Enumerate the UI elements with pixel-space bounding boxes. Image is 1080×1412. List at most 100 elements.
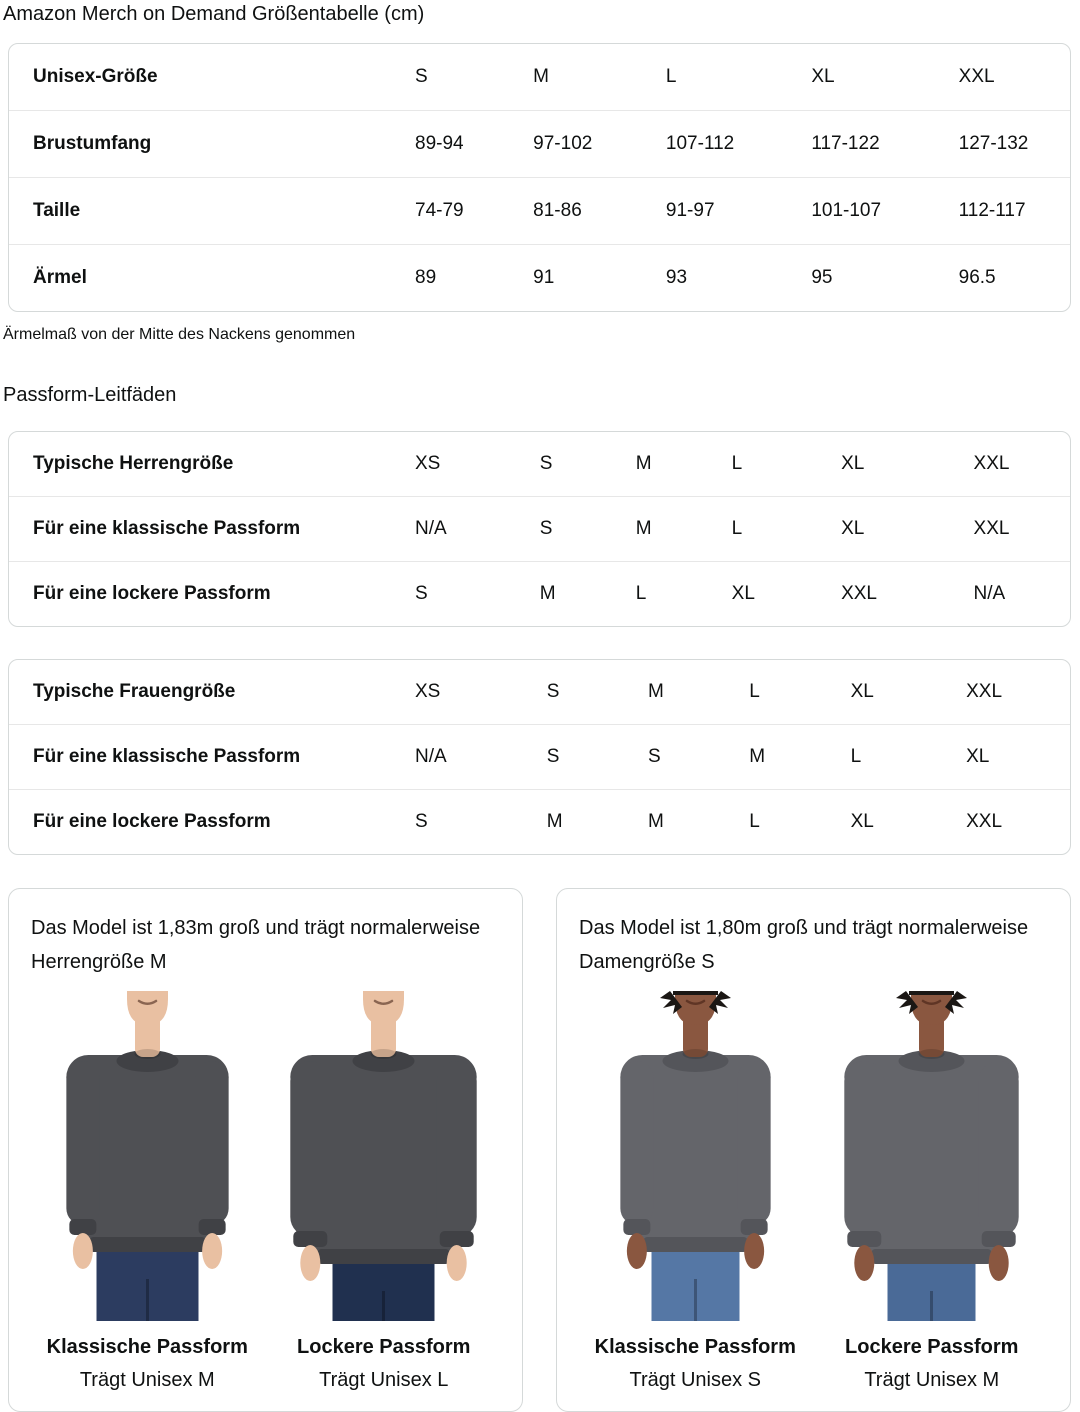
cell-value: 81-86 — [497, 177, 630, 244]
size-col-header: S — [415, 66, 428, 87]
cell-value: N/A — [937, 561, 1070, 626]
fit-caption: Klassische Passform — [46, 1336, 248, 1358]
row-label-classic-fit: Für eine klassische Passform — [9, 496, 379, 561]
row-label-classic-fit: Für eine klassische Passform — [9, 724, 379, 789]
cell-value: XL — [805, 496, 938, 561]
size-col-header: XS — [415, 453, 441, 474]
cell-value: 107-112 — [629, 110, 776, 177]
table-row: Taille 74-79 81-86 91-97 101-107 112-117 — [9, 177, 1070, 244]
cell-value: 74-79 — [379, 177, 498, 244]
cell-value: S — [503, 496, 600, 561]
size-col-header: XXL — [958, 66, 995, 87]
figure-classic-fit: Klassische Passform Trägt Unisex M — [29, 991, 266, 1393]
table-row: Ärmel 89 91 93 95 96.5 — [9, 244, 1070, 311]
cell-value: XL — [930, 724, 1070, 789]
men-table-header-label: Typische Herrengröße — [33, 453, 234, 474]
cell-value: M — [612, 789, 714, 854]
cell-value: 93 — [629, 244, 776, 311]
model-cards-row: Das Model ist 1,83m groß und trägt norma… — [8, 888, 1071, 1412]
size-col-header: S — [546, 681, 560, 702]
cell-value: XXL — [805, 561, 938, 626]
wears-caption: Trägt Unisex L — [319, 1369, 449, 1391]
cell-value: S — [612, 724, 714, 789]
model-photo-female-loose — [824, 991, 1040, 1321]
cell-value: N/A — [379, 724, 511, 789]
size-col-header: L — [731, 453, 743, 474]
size-col-header: XXL — [966, 681, 1003, 702]
size-col-header: M — [533, 66, 549, 87]
women-table-header-label: Typische Frauengröße — [33, 681, 236, 702]
cell-value: L — [695, 496, 806, 561]
cell-value: 127-132 — [922, 110, 1070, 177]
cell-value: L — [599, 561, 696, 626]
cell-value: 112-117 — [922, 177, 1070, 244]
wears-caption: Trägt Unisex S — [629, 1369, 762, 1391]
model-photo-female-classic — [587, 991, 803, 1321]
size-col-header: XXL — [973, 453, 1010, 474]
size-col-header: XL — [811, 66, 835, 87]
cell-value: M — [599, 496, 696, 561]
size-table-header-label: Unisex-Größe — [33, 66, 158, 87]
cell-value: XXL — [937, 496, 1070, 561]
table-row: Für eine lockere Passform S M L XL XXL N… — [9, 561, 1070, 626]
cell-value: S — [379, 789, 511, 854]
size-col-header: XS — [415, 681, 441, 702]
cell-value: XL — [814, 789, 931, 854]
row-label-sleeve: Ärmel — [9, 244, 379, 311]
sleeve-measure-footnote: Ärmelmaß von der Mitte des Nackens genom… — [3, 326, 356, 343]
size-col-header: S — [539, 453, 553, 474]
table-row: Für eine klassische Passform N/A S S M L… — [9, 724, 1070, 789]
size-col-header: L — [665, 66, 677, 87]
row-label-chest: Brustumfang — [9, 110, 379, 177]
cell-value: XL — [695, 561, 806, 626]
model-intro-text: Das Model ist 1,80m groß und trägt norma… — [579, 917, 1029, 973]
size-col-header: M — [648, 681, 664, 702]
table-row: Typische Frauengröße XS S M L XL XXL — [9, 660, 1070, 724]
row-label-waist: Taille — [9, 177, 379, 244]
cell-value: S — [379, 561, 504, 626]
row-label-loose-fit: Für eine lockere Passform — [9, 561, 379, 626]
cell-value: 101-107 — [775, 177, 923, 244]
table-row: Typische Herrengröße XS S M L XL XXL — [9, 432, 1070, 496]
figure-loose-fit: Lockere Passform Trägt Unisex M — [814, 991, 1051, 1393]
model-card-women: Das Model ist 1,80m groß und trägt norma… — [556, 888, 1071, 1412]
model-intro-text: Das Model ist 1,83m groß und trägt norma… — [31, 917, 481, 973]
cell-value: S — [510, 724, 612, 789]
fit-guide-table-women: Typische Frauengröße XS S M L XL XXL Für… — [8, 659, 1071, 855]
fit-caption: Lockere Passform — [297, 1336, 471, 1358]
figure-classic-fit: Klassische Passform Trägt Unisex S — [577, 991, 814, 1393]
cell-value: XXL — [930, 789, 1070, 854]
cell-value: L — [713, 789, 815, 854]
table-row: Für eine klassische Passform N/A S M L X… — [9, 496, 1070, 561]
cell-value: 117-122 — [775, 110, 923, 177]
model-photo-male-classic — [39, 991, 255, 1321]
model-photo-male-loose — [276, 991, 492, 1321]
size-chart-table: Unisex-Größe S M L XL XXL Brustumfang 89… — [8, 43, 1071, 312]
page-title: Amazon Merch on Demand Größentabelle (cm… — [3, 3, 425, 25]
cell-value: N/A — [379, 496, 504, 561]
model-card-men: Das Model ist 1,83m groß und trägt norma… — [8, 888, 523, 1412]
fit-caption: Lockere Passform — [845, 1336, 1019, 1358]
row-label-loose-fit: Für eine lockere Passform — [9, 789, 379, 854]
cell-value: M — [510, 789, 612, 854]
cell-value: 89-94 — [379, 110, 498, 177]
size-col-header: L — [749, 681, 760, 702]
fit-guide-table-men: Typische Herrengröße XS S M L XL XXL Für… — [8, 431, 1071, 627]
wears-caption: Trägt Unisex M — [864, 1369, 1000, 1391]
cell-value: 95 — [775, 244, 923, 311]
cell-value: M — [713, 724, 815, 789]
figure-loose-fit: Lockere Passform Trägt Unisex L — [266, 991, 503, 1393]
table-row: Unisex-Größe S M L XL XXL — [9, 44, 1070, 110]
cell-value: 91 — [497, 244, 630, 311]
size-col-header: M — [635, 453, 652, 474]
cell-value: 89 — [379, 244, 498, 311]
cell-value: 96.5 — [922, 244, 1070, 311]
size-col-header: XL — [841, 453, 865, 474]
table-row: Für eine lockere Passform S M M L XL XXL — [9, 789, 1070, 854]
cell-value: L — [814, 724, 931, 789]
cell-value: M — [503, 561, 600, 626]
fit-guides-section-title: Passform-Leitfäden — [3, 384, 177, 406]
wears-caption: Trägt Unisex M — [79, 1369, 215, 1391]
cell-value: 97-102 — [497, 110, 630, 177]
cell-value: 91-97 — [629, 177, 776, 244]
